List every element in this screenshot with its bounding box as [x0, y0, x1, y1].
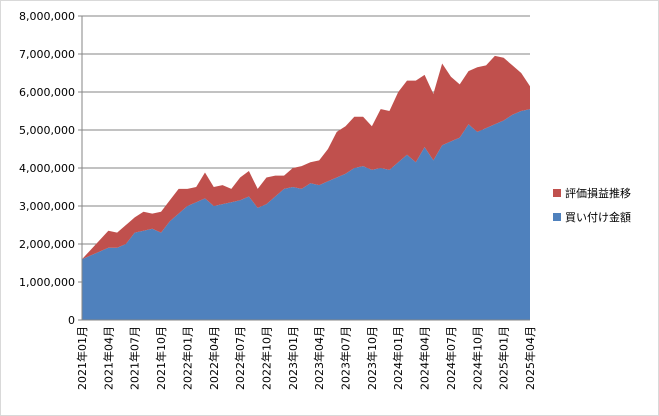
area: [82, 109, 530, 320]
x-tick-label: 2024年01月: [391, 326, 405, 390]
area: [82, 55, 530, 260]
y-tick-label: 5,000,000: [19, 124, 75, 137]
x-tick-label: 2024年04月: [418, 326, 432, 390]
x-tick-label: 2025年04月: [523, 326, 537, 390]
x-tick-label: 2022年04月: [207, 326, 221, 390]
x-tick-label: 2024年10月: [470, 326, 484, 390]
legend-label: 評価損益推移: [565, 186, 631, 200]
x-tick-label: 2023年04月: [312, 326, 326, 390]
x-tick-label: 2024年07月: [444, 326, 458, 390]
y-tick-label: 7,000,000: [19, 48, 75, 61]
y-tick-label: 4,000,000: [19, 162, 75, 175]
x-tick-label: 2023年01月: [286, 326, 300, 390]
x-tick-label: 2025年01月: [497, 326, 511, 390]
x-tick-label: 2022年07月: [233, 326, 247, 390]
x-tick-label: 2021年10月: [154, 326, 168, 390]
x-tick-label: 2022年10月: [259, 326, 273, 390]
legend-swatch: [553, 213, 561, 221]
x-tick-label: 2022年01月: [180, 326, 194, 390]
y-tick-label: 8,000,000: [19, 10, 75, 23]
y-tick-label: 3,000,000: [19, 200, 75, 213]
x-tick-label: 2021年04月: [101, 326, 115, 390]
y-tick-label: 6,000,000: [19, 86, 75, 99]
y-tick-label: 2,000,000: [19, 238, 75, 251]
legend-label: 買い付け金額: [565, 210, 631, 224]
y-tick-label: 1,000,000: [19, 276, 75, 289]
legend-swatch: [553, 189, 561, 197]
x-tick-label: 2023年10月: [365, 326, 379, 390]
x-tick-label: 2021年07月: [128, 326, 142, 390]
x-tick-label: 2021年01月: [75, 326, 89, 390]
x-tick-label: 2023年07月: [339, 326, 353, 390]
y-tick-label: 0: [68, 314, 75, 327]
